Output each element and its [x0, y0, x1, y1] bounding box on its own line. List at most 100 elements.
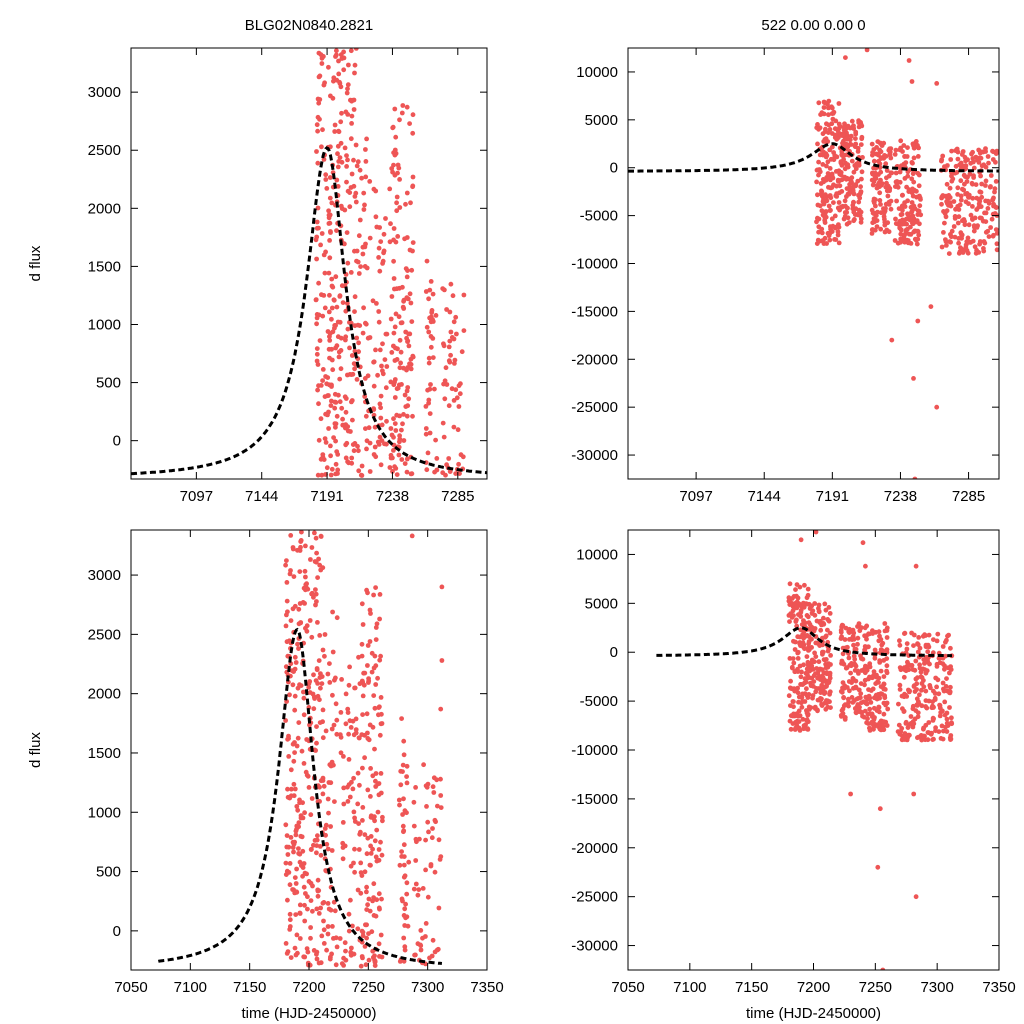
data-point	[426, 355, 432, 361]
panel-3: 7050 7100 7150 7200 7250 7300 7350050010001500…	[27, 529, 504, 1022]
data-point	[388, 316, 394, 322]
data-point	[934, 81, 940, 86]
x-axis-label: time (HJD-2450000)	[746, 1005, 881, 1022]
data-point	[899, 693, 905, 699]
data-point	[380, 814, 385, 820]
data-point	[946, 193, 952, 198]
x-tick-label: 7250	[859, 979, 892, 996]
data-point	[376, 857, 382, 863]
data-point	[846, 655, 852, 661]
data-point	[369, 669, 375, 675]
data-point	[424, 324, 430, 330]
data-point	[888, 155, 894, 161]
data-point	[370, 724, 376, 730]
data-point	[325, 393, 330, 399]
data-point	[985, 228, 991, 234]
data-point	[942, 220, 947, 226]
data-point	[382, 357, 388, 362]
y-tick-label: 2500	[88, 142, 121, 159]
data-point	[823, 209, 829, 214]
data-point	[912, 667, 918, 673]
data-point	[376, 891, 382, 897]
data-point	[368, 794, 373, 799]
data-point	[295, 735, 301, 741]
data-point	[830, 116, 836, 122]
data-point	[858, 216, 864, 222]
data-point	[425, 894, 431, 900]
data-point	[787, 619, 792, 624]
data-point	[355, 887, 361, 893]
y-tick-label: 5000	[585, 112, 618, 129]
data-point	[379, 363, 384, 369]
data-point	[440, 420, 446, 426]
data-point	[351, 732, 357, 738]
data-point	[972, 244, 978, 250]
data-point	[360, 933, 366, 939]
data-point	[824, 671, 830, 677]
data-point	[993, 159, 998, 165]
data-point	[322, 826, 328, 831]
data-point	[359, 873, 365, 878]
data-point	[413, 881, 419, 887]
data-point	[893, 179, 899, 185]
data-point	[329, 384, 334, 389]
data-point	[366, 896, 372, 902]
data-point	[812, 612, 818, 618]
data-point	[283, 822, 289, 828]
data-point	[903, 160, 909, 166]
data-point	[930, 703, 935, 709]
data-point	[397, 436, 403, 442]
data-point	[860, 540, 866, 546]
y-tick-label: -10000	[571, 256, 618, 273]
data-point	[834, 194, 840, 199]
data-point	[287, 795, 293, 801]
data-point	[911, 791, 917, 797]
data-point	[367, 908, 373, 914]
data-point	[377, 347, 383, 353]
data-point	[971, 165, 977, 171]
data-point	[296, 606, 302, 612]
data-point	[947, 200, 953, 206]
data-point	[881, 719, 887, 724]
data-point	[357, 217, 363, 223]
data-point	[392, 147, 398, 153]
data-point	[882, 621, 888, 626]
data-point	[331, 762, 336, 768]
data-point	[350, 786, 356, 792]
data-point	[287, 917, 293, 923]
y-tick-label: 0	[113, 923, 121, 940]
data-point	[845, 133, 850, 139]
data-point	[346, 757, 352, 762]
data-point	[308, 847, 314, 852]
data-point	[323, 374, 328, 379]
data-point	[816, 172, 821, 178]
data-point	[349, 98, 355, 104]
data-point	[318, 533, 324, 539]
data-point	[314, 740, 319, 746]
data-point	[372, 838, 378, 844]
data-point	[404, 335, 409, 341]
data-point	[990, 233, 996, 239]
data-point	[288, 955, 294, 960]
data-point	[317, 844, 323, 849]
data-point	[814, 686, 819, 691]
data-point	[905, 198, 910, 204]
data-point	[910, 214, 915, 220]
data-point	[904, 694, 910, 699]
data-point	[900, 149, 905, 154]
data-point	[364, 446, 369, 452]
data-point	[330, 649, 336, 655]
data-point	[839, 622, 845, 628]
data-point	[334, 944, 340, 950]
data-point	[928, 685, 933, 691]
data-point	[355, 443, 360, 449]
data-point	[810, 695, 815, 701]
data-point	[882, 693, 887, 699]
data-point	[343, 721, 349, 727]
data-point	[378, 239, 384, 245]
data-point	[391, 382, 397, 388]
data-point	[341, 67, 347, 73]
data-point	[406, 859, 412, 865]
data-point	[936, 691, 942, 697]
data-point	[843, 176, 849, 182]
